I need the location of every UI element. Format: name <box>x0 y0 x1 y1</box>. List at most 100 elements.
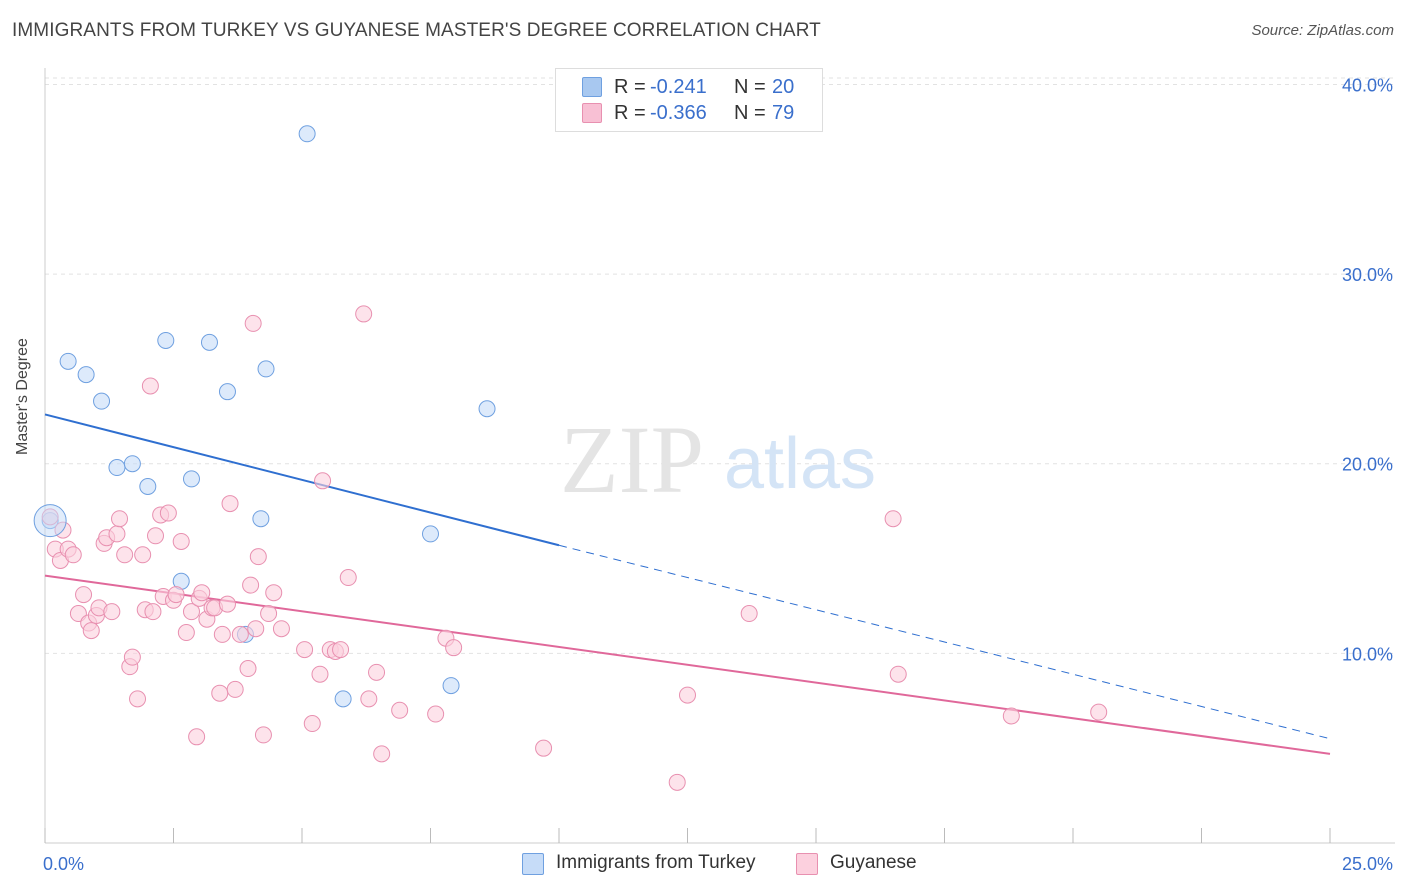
grid-lines <box>45 77 1395 654</box>
point-guyanese <box>172 532 190 550</box>
point-guyanese <box>884 510 902 528</box>
legend-n-label: N = <box>734 101 766 124</box>
point-guyanese <box>103 603 121 621</box>
point-guyanese <box>188 728 206 746</box>
point-turkey <box>442 677 460 695</box>
point-turkey <box>257 360 275 378</box>
point-guyanese <box>445 639 463 657</box>
point-guyanese <box>427 705 445 723</box>
point-guyanese <box>535 739 553 757</box>
point-guyanese <box>226 680 244 698</box>
legend-r-label: R = <box>614 75 646 98</box>
point-guyanese <box>218 595 236 613</box>
point-guyanese <box>242 576 260 594</box>
y-axis-label: Master's Degree <box>14 338 31 455</box>
point-guyanese <box>111 510 129 528</box>
x-tick-label: 0.0% <box>43 854 84 874</box>
point-guyanese <box>272 620 290 638</box>
point-guyanese <box>167 586 185 604</box>
axes <box>44 68 1395 844</box>
point-guyanese <box>311 665 329 683</box>
legend-label-turkey: Immigrants from Turkey <box>556 852 756 873</box>
point-guyanese <box>373 745 391 763</box>
chart-title: IMMIGRANTS FROM TURKEY VS GUYANESE MASTE… <box>12 20 821 41</box>
point-guyanese <box>134 546 152 564</box>
point-guyanese <box>296 641 314 659</box>
trend-line-guyanese <box>44 574 1331 755</box>
legend-r-value: -0.366 <box>650 101 707 124</box>
point-guyanese <box>355 305 373 323</box>
point-guyanese <box>314 472 332 490</box>
watermark: ZIP atlas <box>560 406 876 513</box>
point-turkey <box>200 333 218 351</box>
point-guyanese <box>679 686 696 704</box>
correlation-legend: R = -0.241 N = 20 R = -0.366 N = 79 <box>555 68 823 132</box>
point-guyanese <box>221 495 239 513</box>
point-turkey <box>478 400 496 418</box>
point-guyanese <box>740 605 758 623</box>
point-guyanese <box>177 624 195 642</box>
point-turkey <box>252 510 270 528</box>
point-turkey <box>139 477 157 495</box>
legend-swatch-guyanese <box>582 103 602 123</box>
point-guyanese <box>1002 707 1020 725</box>
point-guyanese <box>82 622 100 640</box>
point-turkey <box>123 455 141 473</box>
legend-r-label: R = <box>614 101 646 124</box>
legend-n-value: 20 <box>772 75 795 98</box>
y-tick-label: 10.0% <box>1342 644 1393 664</box>
trend-lines <box>44 413 1331 755</box>
legend-swatch-turkey <box>582 77 602 97</box>
point-guyanese <box>265 584 283 602</box>
point-guyanese <box>159 504 177 522</box>
point-guyanese <box>889 665 907 683</box>
point-guyanese <box>211 684 229 702</box>
point-turkey <box>59 352 77 370</box>
legend-swatch-turkey <box>522 853 544 875</box>
y-tick-label: 40.0% <box>1342 75 1393 95</box>
point-guyanese <box>213 625 231 643</box>
legend-n-value: 79 <box>772 101 795 124</box>
point-guyanese <box>123 648 141 666</box>
point-guyanese <box>141 377 159 395</box>
point-guyanese <box>129 690 147 708</box>
point-guyanese <box>147 527 165 545</box>
data-points <box>33 125 1108 791</box>
point-turkey <box>218 383 236 401</box>
point-guyanese <box>1090 703 1108 721</box>
y-tick-label: 30.0% <box>1342 265 1393 285</box>
source-label: Source: ZipAtlas.com <box>1251 22 1394 39</box>
trend-line-turkey-extension <box>558 544 1331 740</box>
point-guyanese <box>75 586 93 604</box>
point-guyanese <box>108 525 126 543</box>
legend-swatch-guyanese <box>796 853 818 875</box>
legend-r-value: -0.241 <box>650 75 707 98</box>
point-guyanese <box>360 690 378 708</box>
point-guyanese <box>339 569 357 587</box>
legend-n-label: N = <box>734 75 766 98</box>
point-guyanese <box>231 625 249 643</box>
point-guyanese <box>239 660 257 678</box>
watermark-atlas: atlas <box>724 424 876 504</box>
point-guyanese <box>249 548 267 566</box>
point-turkey <box>182 470 200 488</box>
point-guyanese <box>668 773 686 791</box>
point-guyanese <box>247 620 265 638</box>
point-turkey <box>422 525 439 543</box>
point-turkey <box>77 366 95 384</box>
point-turkey <box>108 459 126 477</box>
tick-labels: 10.0% 20.0% 30.0% 40.0% 0.0% 25.0% <box>43 75 1393 874</box>
point-guyanese <box>368 663 386 681</box>
point-guyanese <box>391 701 409 719</box>
point-guyanese <box>303 715 321 733</box>
point-guyanese <box>332 641 350 659</box>
point-guyanese <box>193 584 211 602</box>
point-turkey <box>334 690 352 708</box>
point-guyanese <box>260 605 278 623</box>
point-turkey <box>157 331 175 349</box>
point-guyanese <box>144 603 162 621</box>
watermark-zip: ZIP <box>560 406 704 513</box>
point-guyanese <box>182 603 200 621</box>
point-guyanese <box>116 546 134 564</box>
